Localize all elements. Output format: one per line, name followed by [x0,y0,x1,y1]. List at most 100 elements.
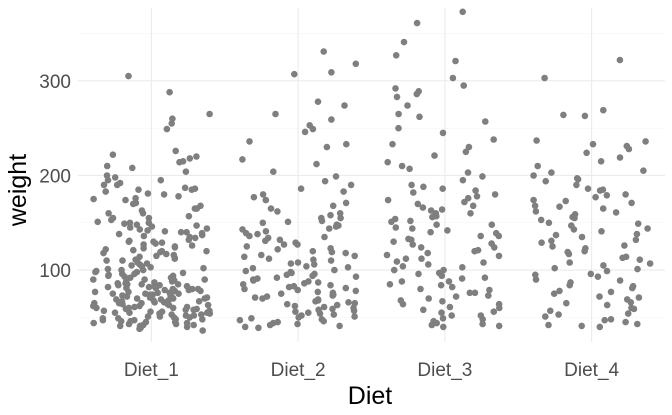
data-point [118,298,126,305]
data-point [597,158,605,165]
data-point [161,286,168,294]
data-point [182,312,190,319]
data-point [462,148,470,156]
data-point [537,216,545,224]
data-point [531,202,539,210]
data-point [600,106,607,114]
data-point [552,231,560,239]
data-point [471,289,479,297]
data-point [622,318,629,326]
axis-ticks: 100 200 300 Diet_1 Diet_2 Diet_3 Diet_4 [39,72,619,381]
data-point [594,273,602,281]
data-point [440,323,447,331]
data-point [482,118,489,125]
data-point [266,321,274,329]
data-point [488,221,496,228]
data-point [246,138,253,145]
data-point [236,316,244,324]
data-point [490,308,498,316]
data-point [452,57,459,65]
data-point [562,197,569,205]
data-point [556,203,563,210]
data-point [444,227,451,234]
data-point [345,299,352,306]
data-point [179,269,187,277]
data-point [584,185,592,192]
data-point [239,156,246,163]
data-point [188,186,196,193]
data-point [636,256,644,264]
data-point [294,259,302,266]
data-point [644,225,651,232]
data-point [314,98,322,105]
data-point [410,189,417,196]
data-point [125,72,132,80]
data-point [175,193,182,200]
data-point [495,232,503,240]
data-point [265,255,273,262]
data-point [587,270,595,278]
data-point [466,289,474,297]
data-point [291,70,298,78]
data-point [109,290,117,298]
data-point [424,249,432,257]
data-point [439,315,447,322]
data-point [314,288,322,296]
data-point [452,293,460,300]
data-point [294,241,301,248]
data-point [530,172,537,179]
data-point [350,307,358,315]
data-point [119,292,126,299]
data-point [439,129,447,137]
data-point [316,310,324,317]
data-point [175,290,182,298]
data-point [407,217,414,225]
data-point [99,316,107,324]
data-point [145,219,153,227]
data-point [270,168,277,175]
data-point [102,188,109,195]
data-point [578,233,586,241]
data-point [206,110,213,118]
data-point [297,185,305,192]
data-point [343,140,350,148]
data-point [352,273,360,281]
data-point [258,251,265,259]
data-point [130,246,137,254]
data-point [344,264,352,271]
data-point [598,228,605,235]
data-point [154,289,161,297]
data-point [185,212,193,220]
data-point [393,93,401,101]
data-point [115,230,123,238]
data-point [480,259,487,266]
data-point [186,155,194,162]
data-point [564,248,571,256]
data-point [103,162,111,170]
data-point [90,195,97,203]
data-point [327,211,334,219]
data-point [158,239,166,246]
data-point [420,306,427,314]
data-point [90,276,97,283]
data-point [169,285,177,293]
data-point [295,314,302,321]
data-point [481,274,489,282]
data-point [486,286,493,294]
data-point [262,237,269,245]
data-point [415,270,422,278]
data-point [284,218,292,226]
data-point [342,284,350,292]
data-point [425,295,433,302]
data-point [439,185,447,192]
data-point [292,308,299,316]
data-point [578,322,585,330]
data-point [104,265,112,273]
data-point [392,224,400,231]
data-point [383,251,391,259]
data-point [352,60,360,68]
data-point [242,267,250,275]
data-point [129,164,136,172]
data-point [93,304,100,312]
